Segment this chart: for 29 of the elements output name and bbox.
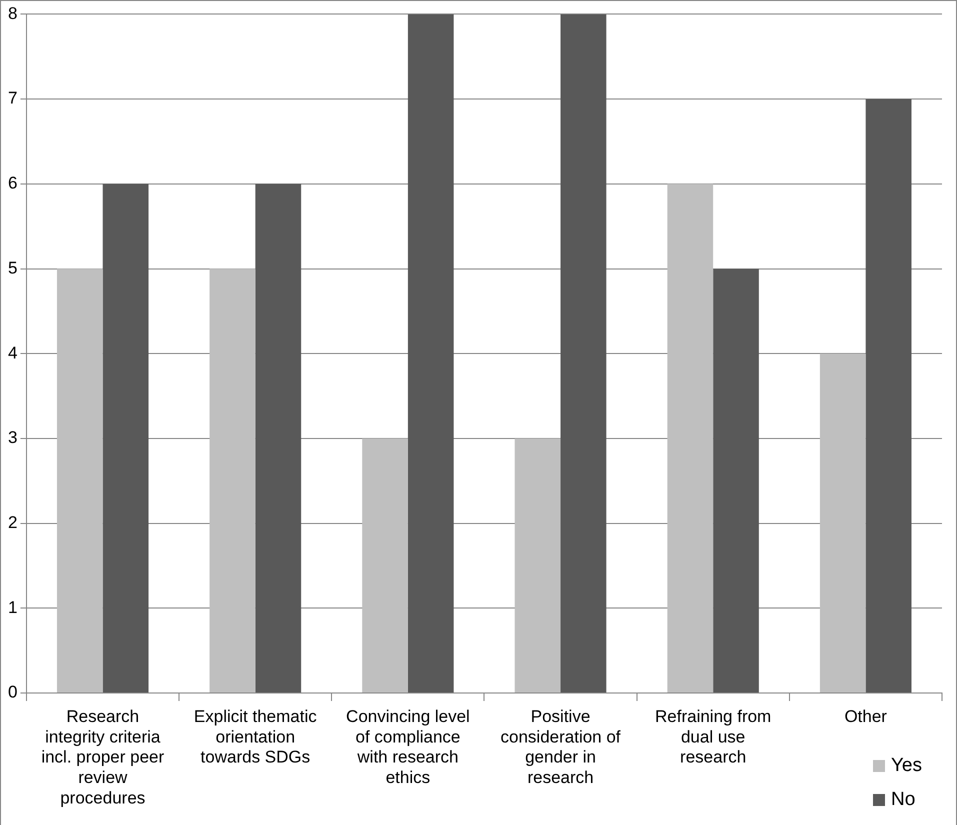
x-tick-label: Research integrity criteria incl. proper peer review procedures	[41, 706, 165, 808]
y-tick-label: 0	[8, 682, 18, 702]
bar	[713, 268, 759, 692]
legend-label: Yes	[891, 755, 922, 777]
y-tick-label: 6	[8, 174, 18, 193]
x-tick-label: Other	[844, 706, 888, 726]
bar	[102, 184, 149, 692]
bar	[408, 14, 454, 692]
bar	[866, 99, 912, 692]
y-tick-label: 5	[8, 258, 18, 278]
bar	[514, 438, 561, 692]
bar	[56, 268, 103, 692]
x-tick-label: Explicit thematic orientation towards SDGs	[194, 706, 318, 767]
bar	[255, 184, 302, 692]
y-tick-label: 1	[8, 598, 18, 617]
x-tick-label: Refraining from dual use research	[655, 706, 772, 767]
legend-label: No	[891, 789, 916, 811]
bar	[820, 354, 866, 692]
y-tick-label: 4	[8, 343, 18, 362]
bar	[362, 438, 408, 692]
y-tick-label: 7	[8, 88, 18, 108]
bar	[667, 184, 714, 692]
y-tick-label: 3	[8, 428, 18, 448]
bar	[560, 14, 606, 692]
x-tick-label: Positive consideration of gender in research	[500, 706, 621, 788]
y-tick-label: 2	[8, 512, 18, 532]
x-tick-label: Convincing level of compliance with research ethics	[346, 706, 470, 788]
y-tick-label: 8	[8, 4, 18, 23]
bar	[210, 268, 256, 692]
